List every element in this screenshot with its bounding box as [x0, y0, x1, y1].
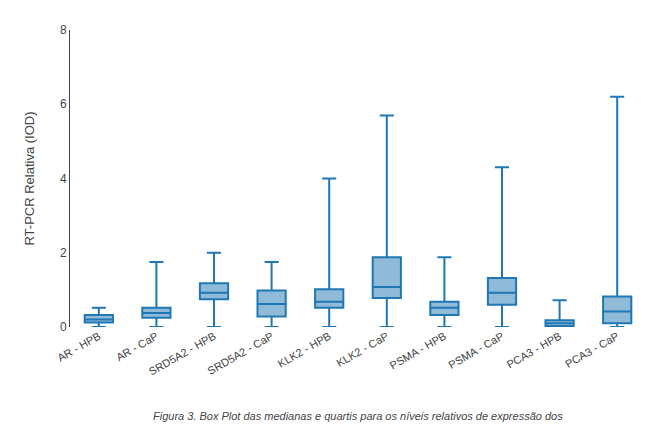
svg-text:2: 2 [60, 246, 67, 260]
svg-text:Figura 3. Box Plot das mediana: Figura 3. Box Plot das medianas e quarti… [153, 410, 563, 422]
svg-text:4: 4 [60, 172, 67, 186]
svg-text:AR - HPB: AR - HPB [55, 330, 102, 364]
svg-text:PSMA - CaP: PSMA - CaP [446, 330, 505, 371]
svg-text:0: 0 [60, 320, 67, 334]
svg-text:SRD5A2 - HPB: SRD5A2 - HPB [147, 330, 218, 378]
svg-text:RT-PCR Relativa (IOD): RT-PCR Relativa (IOD) [22, 111, 37, 245]
svg-text:8: 8 [60, 23, 67, 37]
svg-text:KLK2 - CaP: KLK2 - CaP [334, 330, 390, 369]
svg-text:SRD5A2 - CaP: SRD5A2 - CaP [205, 330, 275, 377]
svg-text:6: 6 [60, 97, 67, 111]
svg-text:KLK2 - HPB: KLK2 - HPB [276, 330, 333, 370]
svg-text:PCA3 - CaP: PCA3 - CaP [563, 330, 621, 370]
svg-text:PSMA - HPB: PSMA - HPB [388, 330, 449, 372]
svg-text:AR - CaP: AR - CaP [114, 330, 160, 364]
svg-text:PCA3 - HPB: PCA3 - HPB [504, 330, 563, 371]
